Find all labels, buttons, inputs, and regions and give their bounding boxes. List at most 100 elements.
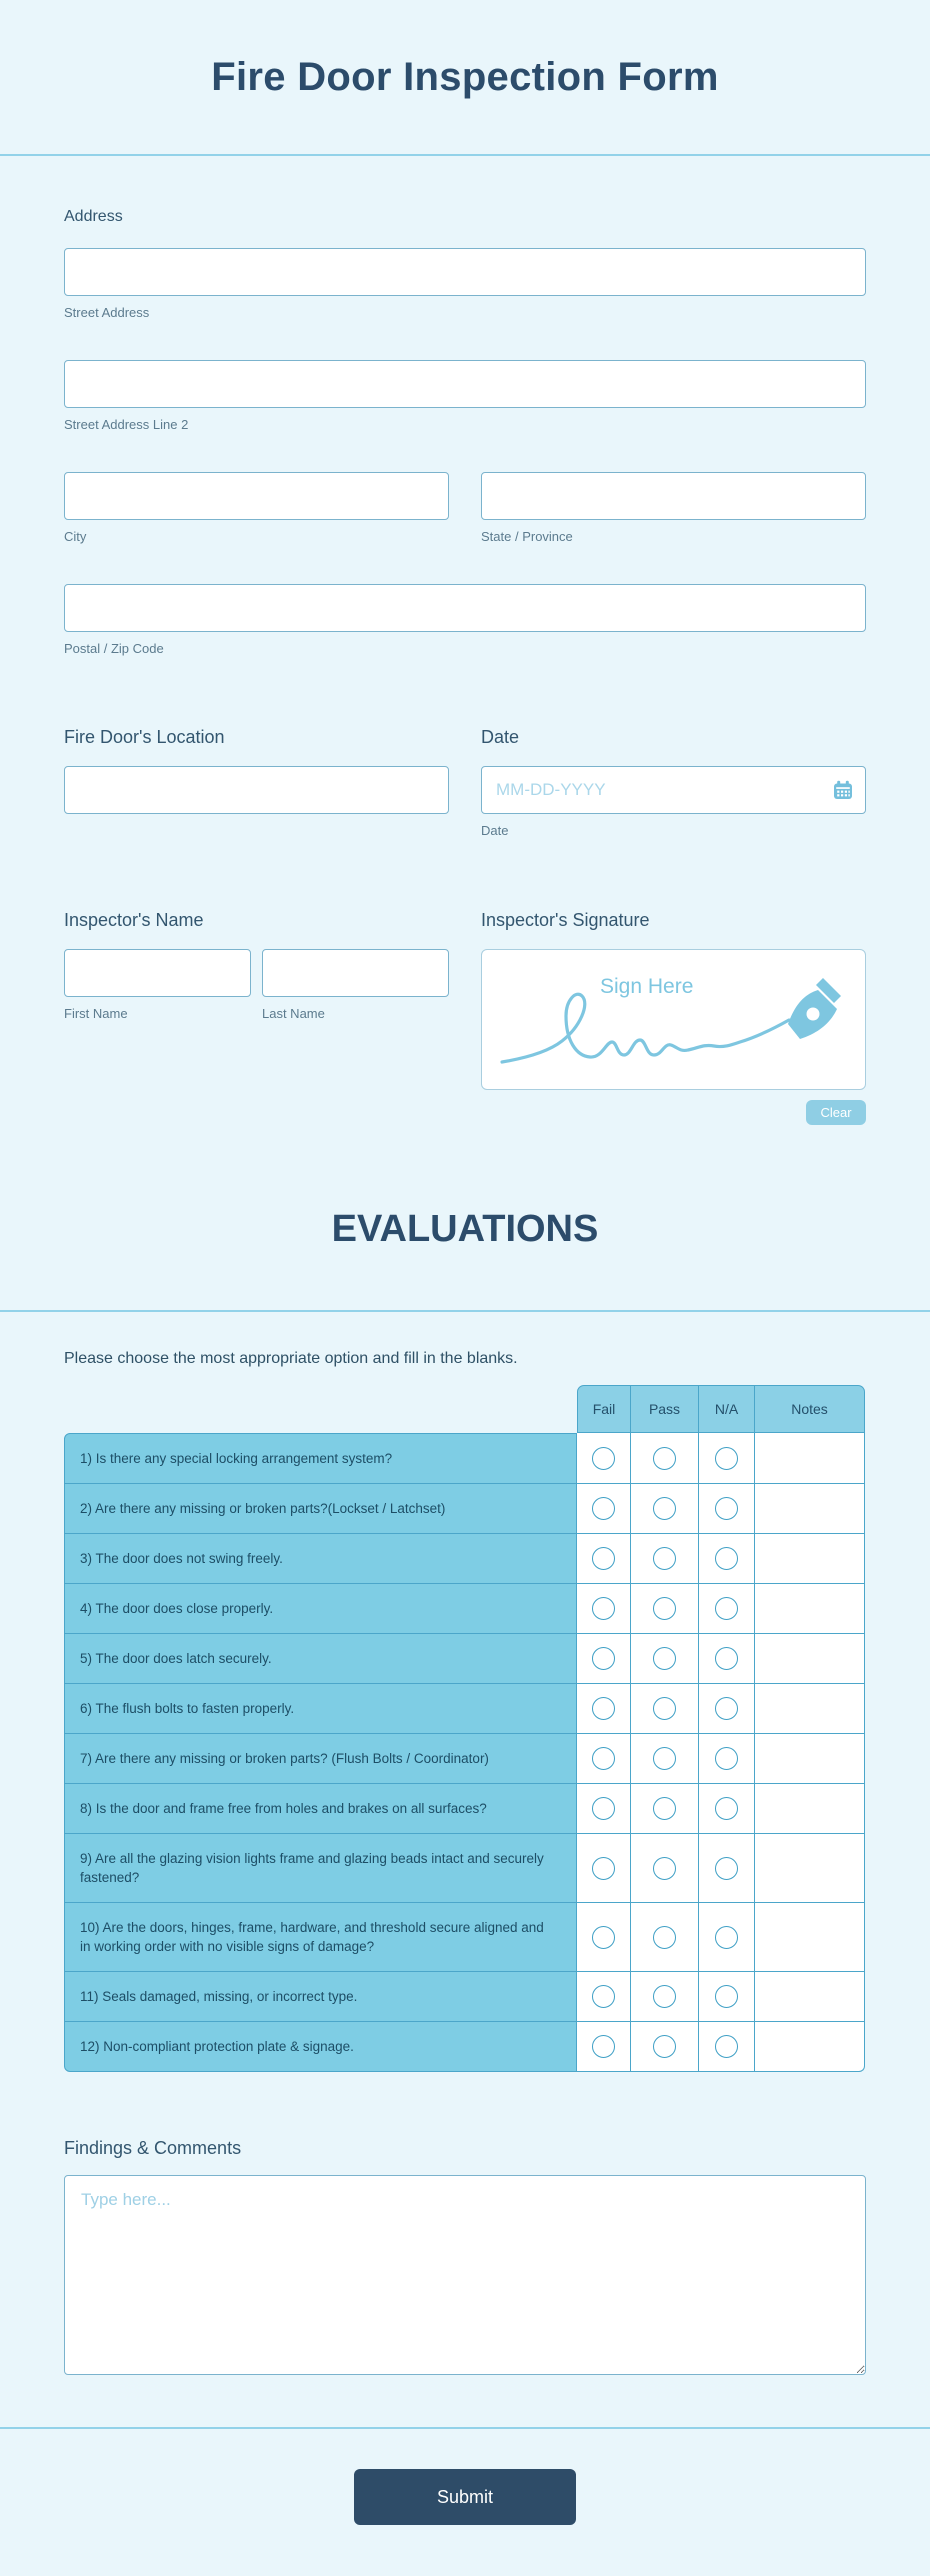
signature-squiggle xyxy=(500,978,841,1064)
notes-cell-input[interactable] xyxy=(755,1784,865,1834)
table-row: 9) Are all the glazing vision lights fra… xyxy=(64,1834,865,1903)
fire-door-location-field: Fire Door's Location xyxy=(64,725,449,839)
radio-na[interactable] xyxy=(715,2035,738,2058)
radio-pass[interactable] xyxy=(653,1547,676,1570)
radio-pass[interactable] xyxy=(653,1597,676,1620)
radio-fail[interactable] xyxy=(592,2035,615,2058)
radio-fail[interactable] xyxy=(592,1985,615,2008)
column-header-pass: Pass xyxy=(631,1385,699,1433)
radio-fail[interactable] xyxy=(592,1697,615,1720)
radio-fail[interactable] xyxy=(592,1497,615,1520)
notes-cell-input[interactable] xyxy=(755,1534,865,1584)
notes-cell-input[interactable] xyxy=(755,1634,865,1684)
table-row: 11) Seals damaged, missing, or incorrect… xyxy=(64,1972,865,2022)
last-name-field: Last Name xyxy=(262,949,449,1022)
radio-fail[interactable] xyxy=(592,1597,615,1620)
date-input[interactable] xyxy=(481,766,866,814)
notes-cell-input[interactable] xyxy=(755,1433,865,1484)
last-name-sublabel: Last Name xyxy=(262,1006,325,1021)
notes-cell-input[interactable] xyxy=(755,1484,865,1534)
state-sublabel: State / Province xyxy=(481,529,573,544)
address-group: Address Street Address Street Address Li… xyxy=(64,206,866,657)
signature-pad[interactable]: Sign Here xyxy=(481,949,866,1090)
column-header-notes: Notes xyxy=(755,1385,865,1433)
findings-comments-label: Findings & Comments xyxy=(64,2138,242,2158)
radio-fail[interactable] xyxy=(592,1797,615,1820)
radio-pass[interactable] xyxy=(653,1856,676,1880)
street-address-input[interactable] xyxy=(64,248,866,296)
radio-na[interactable] xyxy=(715,1797,738,1820)
radio-na[interactable] xyxy=(715,1697,738,1720)
postal-code-input[interactable] xyxy=(64,584,866,632)
header-spacer xyxy=(64,1385,577,1433)
radio-na[interactable] xyxy=(715,1747,738,1770)
table-row: 10) Are the doors, hinges, frame, hardwa… xyxy=(64,1903,865,1972)
radio-na[interactable] xyxy=(715,1647,738,1670)
form-fields-section: Address Street Address Street Address Li… xyxy=(0,156,930,1312)
notes-cell-input[interactable] xyxy=(755,1584,865,1634)
submit-button[interactable]: Submit xyxy=(354,2469,576,2525)
table-row: 6) The flush bolts to fasten properly. xyxy=(64,1684,865,1734)
question-cell: 1) Is there any special locking arrangem… xyxy=(64,1433,577,1484)
notes-cell-input[interactable] xyxy=(755,1834,865,1903)
column-header-na: N/A xyxy=(699,1385,755,1433)
inspector-signature-label: Inspector's Signature xyxy=(481,910,650,930)
radio-pass[interactable] xyxy=(653,1446,676,1470)
street-address-line2-input[interactable] xyxy=(64,360,866,408)
radio-pass[interactable] xyxy=(653,1647,676,1670)
radio-fail[interactable] xyxy=(592,1446,615,1470)
findings-comments-textarea[interactable] xyxy=(64,2175,866,2375)
inspector-name-field: Inspector's Name First Name Last Name xyxy=(64,908,449,1125)
date-sublabel: Date xyxy=(481,823,509,838)
address-label: Address xyxy=(64,208,123,225)
radio-pass[interactable] xyxy=(653,2035,676,2058)
radio-pass[interactable] xyxy=(653,1985,676,2008)
radio-fail[interactable] xyxy=(592,1747,615,1770)
radio-na[interactable] xyxy=(715,1597,738,1620)
question-cell: 4) The door does close properly. xyxy=(64,1584,577,1634)
sign-here-placeholder: Sign Here xyxy=(600,975,694,998)
notes-cell-input[interactable] xyxy=(755,2022,865,2072)
evaluations-instruction: Please choose the most appropriate optio… xyxy=(64,1350,518,1367)
radio-fail[interactable] xyxy=(592,1547,615,1570)
radio-na[interactable] xyxy=(715,1446,738,1470)
first-name-input[interactable] xyxy=(64,949,251,997)
question-cell: 12) Non-compliant protection plate & sig… xyxy=(64,2022,577,2072)
evaluations-table: Fail Pass N/A Notes 1) Is there any spec… xyxy=(64,1385,865,2072)
table-row: 8) Is the door and frame free from holes… xyxy=(64,1784,865,1834)
radio-na[interactable] xyxy=(715,1925,738,1949)
state-input[interactable] xyxy=(481,472,866,520)
radio-pass[interactable] xyxy=(653,1697,676,1720)
radio-fail[interactable] xyxy=(592,1856,615,1880)
calendar-icon[interactable] xyxy=(833,780,853,800)
clear-signature-button[interactable]: Clear xyxy=(806,1100,866,1125)
fountain-pen-icon xyxy=(788,978,841,1039)
radio-na[interactable] xyxy=(715,1547,738,1570)
notes-cell-input[interactable] xyxy=(755,1684,865,1734)
table-row: 7) Are there any missing or broken parts… xyxy=(64,1734,865,1784)
city-input[interactable] xyxy=(64,472,449,520)
radio-pass[interactable] xyxy=(653,1925,676,1949)
state-field: State / Province xyxy=(481,472,866,545)
radio-pass[interactable] xyxy=(653,1497,676,1520)
city-field: City xyxy=(64,472,449,545)
question-cell: 5) The door does latch securely. xyxy=(64,1634,577,1684)
question-cell: 11) Seals damaged, missing, or incorrect… xyxy=(64,1972,577,2022)
radio-fail[interactable] xyxy=(592,1925,615,1949)
city-sublabel: City xyxy=(64,529,87,544)
radio-pass[interactable] xyxy=(653,1797,676,1820)
table-row: 5) The door does latch securely. xyxy=(64,1634,865,1684)
radio-na[interactable] xyxy=(715,1856,738,1880)
radio-pass[interactable] xyxy=(653,1747,676,1770)
question-cell: 2) Are there any missing or broken parts… xyxy=(64,1484,577,1534)
radio-na[interactable] xyxy=(715,1985,738,2008)
radio-na[interactable] xyxy=(715,1497,738,1520)
inspector-name-label: Inspector's Name xyxy=(64,910,204,930)
fire-door-location-input[interactable] xyxy=(64,766,449,814)
radio-fail[interactable] xyxy=(592,1647,615,1670)
notes-cell-input[interactable] xyxy=(755,1903,865,1972)
notes-cell-input[interactable] xyxy=(755,1734,865,1784)
notes-cell-input[interactable] xyxy=(755,1972,865,2022)
last-name-input[interactable] xyxy=(262,949,449,997)
